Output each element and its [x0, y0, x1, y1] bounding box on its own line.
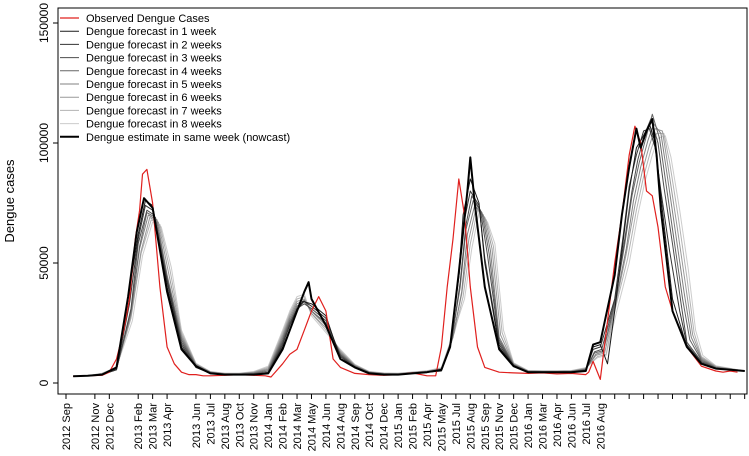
x-tick-label: 2013 Mar	[148, 403, 160, 450]
x-tick-label: 2013 Jun	[191, 403, 203, 448]
x-tick-label: 2013 Nov	[249, 403, 261, 451]
legend-label-10: Dengue estimate in same week (nowcast)	[86, 132, 290, 144]
x-tick-label: 2015 Apr	[422, 403, 434, 447]
x-tick-label: 2015 Sep	[480, 403, 492, 450]
x-tick-label: 2013 Feb	[133, 403, 145, 449]
y-tick-label: 150000	[37, 3, 51, 43]
x-tick-label: 2015 May	[436, 403, 448, 452]
series-line-6	[73, 123, 745, 377]
legend-label-3: Dengue forecast in 2 weeks	[86, 39, 222, 51]
x-tick-label: 2013 Apr	[162, 403, 174, 447]
legend-label-7: Dengue forecast in 6 weeks	[86, 92, 222, 104]
legend-label-5: Dengue forecast in 4 weeks	[86, 66, 222, 78]
x-tick-label: 2015 Jan	[393, 403, 405, 448]
y-axis: 0 50000 100000 150000	[37, 3, 59, 386]
x-tick-label: 2015 Nov	[494, 403, 506, 451]
x-tick-label: 2013 Aug	[220, 403, 232, 450]
x-tick-label: 2016 Jul	[581, 403, 593, 445]
x-tick-label: 2014 Sep	[350, 403, 362, 450]
x-tick-label: 2013 Jul	[205, 403, 217, 445]
legend-label-6: Dengue forecast in 5 weeks	[86, 79, 222, 91]
x-tick-label: 2015 Dec	[509, 403, 521, 451]
x-tick-label: 2015 Feb	[408, 403, 420, 449]
x-tick-label: 2016 Mar	[538, 403, 550, 450]
series-line-10	[73, 118, 745, 378]
series-line-1	[73, 125, 738, 380]
legend-label-9: Dengue forecast in 8 weeks	[86, 119, 222, 131]
x-tick-label: 2014 Jun	[321, 403, 333, 448]
legend-label-4: Dengue forecast in 3 weeks	[86, 53, 222, 65]
legend-label-2: Dengue forecast in 1 week	[86, 26, 217, 38]
x-axis: 2012 Sep 2012 Nov 2012 Dec 2013 Feb 2013 Mar…	[61, 393, 746, 452]
x-tick-label: 2014 Oct	[364, 403, 376, 448]
y-tick-label: 0	[37, 379, 51, 386]
series-layer	[73, 113, 745, 380]
x-tick-label: 2015 Aug	[465, 403, 477, 450]
x-tick-label: 2015 Jul	[451, 403, 463, 445]
series-line-2	[73, 123, 745, 377]
legend-label-1: Observed Dengue Cases	[86, 13, 210, 25]
x-tick-label: 2014 Mar	[292, 403, 304, 450]
y-tick-label: 100000	[37, 123, 51, 163]
x-tick-label: 2012 Nov	[90, 403, 102, 451]
x-tick-label: 2016 Jan	[523, 403, 535, 448]
x-tick-label: 2016 Apr	[552, 403, 564, 447]
x-tick-label: 2013 Oct	[234, 403, 246, 448]
x-tick-label: 2016 Jun	[566, 403, 578, 448]
x-tick-label: 2016 Aug	[595, 403, 607, 450]
x-tick-label: 2014 Jan	[263, 403, 275, 448]
x-tick-label: 2012 Sep	[61, 403, 73, 450]
legend-label-8: Dengue forecast in 7 weeks	[86, 105, 222, 117]
y-axis-label: Dengue cases	[2, 159, 17, 243]
y-tick-label: 50000	[37, 246, 51, 280]
x-tick-label: 2014 Aug	[335, 403, 347, 450]
series-line-4	[73, 118, 745, 377]
x-tick-label: 2014 Feb	[278, 403, 290, 449]
x-tick-label: 2014 Dec	[379, 403, 391, 451]
x-tick-label: 2012 Dec	[104, 403, 116, 451]
x-tick-label: 2014 May	[306, 403, 318, 452]
